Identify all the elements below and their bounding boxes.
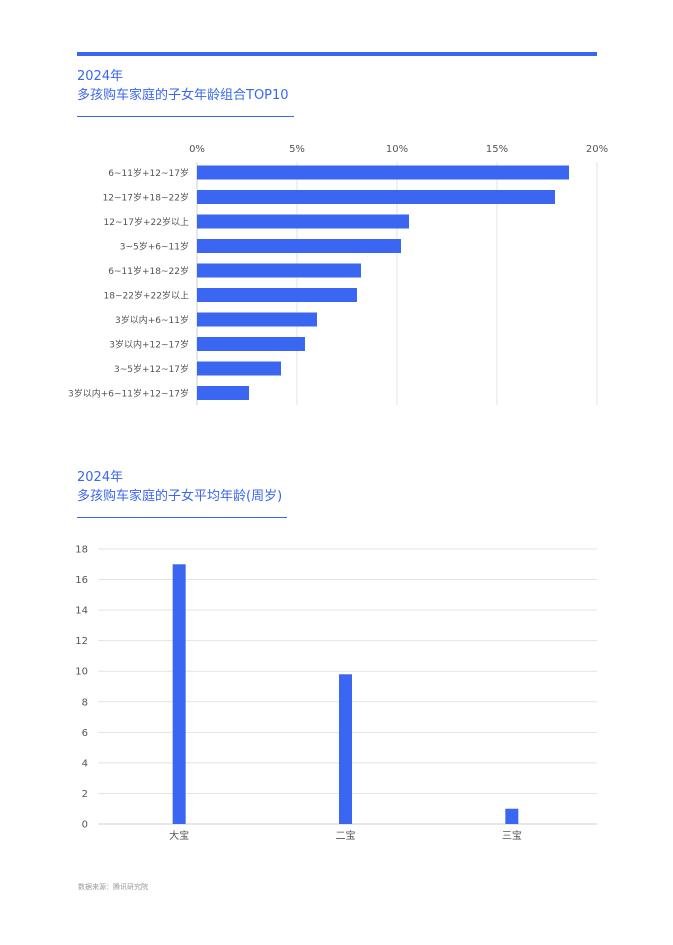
section2-title-block: 2024年 多孩购车家庭的子女平均年龄(周岁) [77, 468, 282, 506]
x-tick-label: 15% [486, 144, 508, 155]
section2-title: 多孩购车家庭的子女平均年龄(周岁) [77, 489, 283, 504]
y-tick-label: 2 [82, 789, 88, 800]
x-tick-label: 20% [586, 144, 608, 155]
category-label: 二宝 [336, 829, 356, 842]
x-tick-label: 0% [189, 144, 205, 155]
category-label: 三宝 [502, 829, 522, 842]
y-tick-label: 12 [75, 636, 88, 647]
x-tick-label: 5% [289, 144, 305, 155]
section2-year: 2024年 [77, 470, 124, 485]
bar [197, 386, 249, 400]
bar [505, 808, 519, 824]
bar [197, 312, 317, 327]
bar [197, 263, 361, 278]
bar [197, 214, 409, 229]
category-label: 3~5岁+12~17岁 [114, 363, 189, 375]
bar [172, 564, 186, 824]
top-accent-rule [77, 52, 597, 56]
category-label: 18~22岁+22岁以上 [104, 290, 189, 302]
section1-underline [77, 116, 294, 117]
bar [197, 165, 569, 180]
category-label: 12~17岁+18~22岁 [103, 192, 189, 204]
section1-title-block: 2024年 多孩购车家庭的子女年龄组合TOP10 [77, 67, 289, 105]
bar [339, 674, 352, 824]
category-label: 3~5岁+6~11岁 [120, 241, 189, 253]
x-tick-label: 10% [386, 144, 408, 155]
category-label: 3岁以内+6~11岁+12~17岁 [68, 388, 189, 400]
y-tick-label: 18 [75, 545, 88, 556]
section2-underline [77, 517, 287, 518]
y-tick-label: 8 [82, 697, 88, 708]
y-tick-label: 4 [82, 758, 88, 769]
category-label: 3岁以内+6~11岁 [115, 314, 189, 326]
chart1-horizontal-bar: 0% 5% 10% 15% 20% 6~11岁+12~17岁 12~17岁+18~22岁 12… [68, 144, 608, 405]
bar [197, 337, 305, 351]
category-label: 3岁以内+12~17岁 [109, 339, 189, 351]
bar [197, 239, 401, 253]
bar [197, 288, 357, 302]
y-tick-label: 16 [75, 575, 88, 586]
category-label: 6~11岁+18~22岁 [108, 265, 189, 277]
y-tick-label: 10 [75, 667, 88, 678]
category-label: 大宝 [169, 829, 189, 842]
y-tick-label: 14 [75, 606, 88, 617]
y-tick-label: 0 [82, 820, 88, 831]
category-label: 12~17岁+22岁以上 [104, 216, 189, 228]
section1-title: 多孩购车家庭的子女年龄组合TOP10 [77, 88, 289, 103]
section1-year: 2024年 [77, 69, 124, 84]
y-tick-label: 6 [82, 728, 88, 739]
bar [197, 361, 281, 376]
category-label: 6~11岁+12~17岁 [108, 167, 189, 179]
data-source-note: 数据来源：腾讯研究院 [78, 883, 148, 891]
bar [197, 190, 555, 204]
